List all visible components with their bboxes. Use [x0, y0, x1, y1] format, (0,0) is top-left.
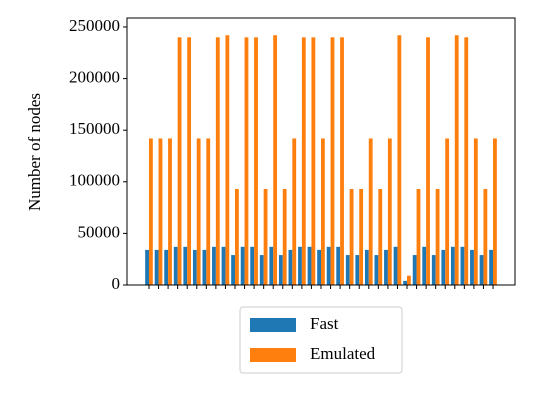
bar	[269, 246, 274, 285]
bar	[278, 255, 283, 285]
bar	[426, 37, 430, 286]
bar	[298, 246, 302, 285]
bar	[416, 189, 421, 285]
bar	[225, 35, 230, 285]
bar	[231, 255, 235, 285]
bar	[321, 138, 325, 285]
bar	[374, 255, 379, 285]
bar	[378, 189, 383, 285]
bar	[173, 246, 178, 285]
bar	[221, 246, 226, 285]
bar	[412, 255, 417, 285]
bar	[183, 246, 188, 285]
bar	[234, 189, 239, 285]
bar	[387, 138, 392, 285]
bar	[273, 35, 278, 285]
bar	[435, 189, 440, 285]
y-tick-label: 50000	[78, 222, 121, 241]
bar	[349, 189, 354, 285]
bar	[307, 246, 312, 285]
bar	[212, 246, 216, 285]
bar	[250, 246, 255, 285]
bar	[441, 249, 446, 285]
bar	[450, 246, 455, 285]
y-tick-label: 100000	[69, 171, 120, 190]
bar	[317, 249, 321, 285]
legend-swatch	[250, 348, 296, 362]
y-tick-label: 150000	[69, 119, 120, 138]
bar	[397, 35, 402, 285]
bar	[177, 37, 182, 286]
bar	[355, 255, 360, 285]
bar	[326, 246, 331, 285]
bar	[483, 189, 488, 285]
bar	[202, 249, 207, 285]
bar	[192, 249, 197, 285]
bar	[407, 275, 411, 285]
bar	[145, 249, 149, 285]
bar	[259, 255, 264, 285]
bar	[244, 37, 249, 286]
bar	[196, 138, 201, 285]
bar	[345, 255, 350, 285]
bar	[330, 37, 335, 286]
bar	[215, 37, 220, 286]
y-tick-label: 250000	[69, 16, 120, 35]
bar	[473, 138, 478, 285]
bar	[431, 255, 436, 285]
legend-label: Fast	[310, 314, 339, 333]
bar	[493, 138, 497, 285]
bar	[470, 249, 474, 285]
y-axis-label: Number of nodes	[25, 93, 44, 211]
bar	[164, 249, 169, 285]
y-tick-label: 200000	[69, 67, 120, 86]
bar	[489, 249, 494, 285]
bar	[464, 37, 469, 286]
bar	[206, 138, 211, 285]
bar	[445, 138, 450, 285]
bar	[340, 37, 344, 286]
bar	[460, 246, 465, 285]
bar	[158, 138, 163, 285]
bar	[254, 37, 258, 286]
bar	[384, 249, 388, 285]
bar	[240, 246, 245, 285]
bar	[187, 37, 192, 286]
bar	[292, 138, 297, 285]
bar	[393, 246, 398, 285]
y-tick-label: 0	[112, 274, 121, 293]
bar	[454, 35, 459, 285]
legend-swatch	[250, 318, 296, 332]
bar	[364, 249, 369, 285]
bar	[168, 138, 172, 285]
bar	[336, 246, 341, 285]
bar	[479, 255, 484, 285]
bar	[301, 37, 306, 286]
bar	[148, 138, 153, 285]
bar	[282, 189, 287, 285]
legend-label: Emulated	[310, 344, 376, 363]
bar	[311, 37, 316, 286]
bar	[154, 249, 159, 285]
bar	[403, 280, 408, 285]
bar	[359, 189, 364, 285]
bar	[263, 189, 268, 285]
bar	[288, 249, 293, 285]
bar	[422, 246, 427, 285]
plot-frame	[126, 17, 516, 286]
bar	[368, 138, 373, 285]
